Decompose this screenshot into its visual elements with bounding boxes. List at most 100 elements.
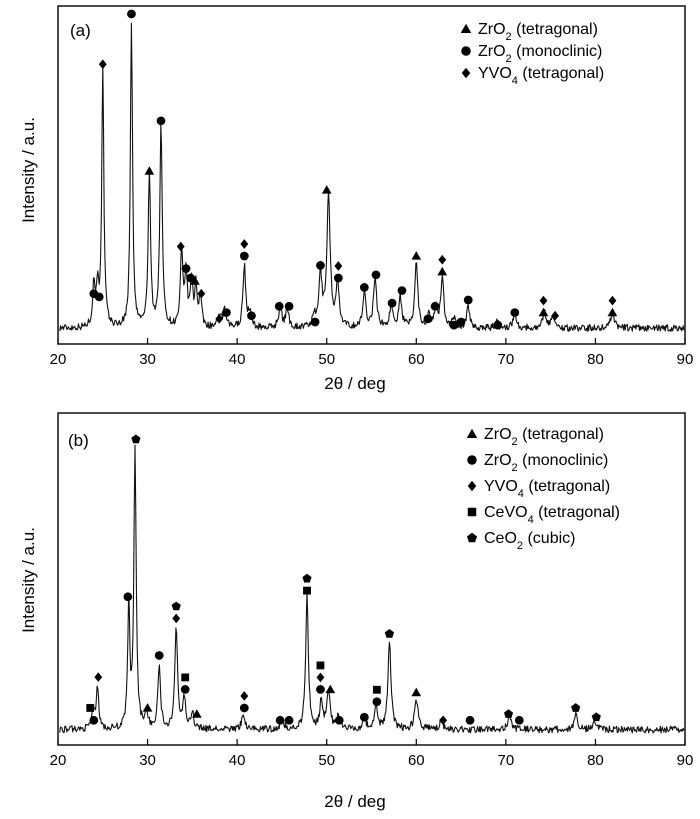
circle-marker	[247, 311, 256, 321]
x-tick-label: 50	[318, 752, 335, 769]
xrd-trace-b	[59, 444, 685, 734]
circle-marker	[359, 712, 369, 722]
x-tick-label: 70	[498, 351, 515, 368]
legend-pentagon-icon	[467, 532, 477, 543]
triangle-marker	[321, 185, 332, 194]
circle-marker	[493, 320, 503, 330]
y-axis-label-b: Intensity / a.u.	[19, 527, 38, 633]
pentagon-marker	[384, 629, 394, 638]
circle-marker	[456, 317, 466, 327]
x-tick-label: 80	[587, 351, 604, 368]
pentagon-marker	[591, 712, 601, 722]
triangle-marker	[144, 166, 155, 175]
diamond-marker	[334, 261, 343, 271]
circle-marker	[371, 270, 381, 280]
diamond-marker	[172, 613, 181, 624]
x-tick-label: 60	[408, 351, 425, 368]
legend-diamond-icon	[467, 480, 477, 492]
plot-frame-a	[57, 5, 686, 345]
circle-marker	[284, 715, 294, 725]
triangle-marker	[607, 307, 618, 317]
diamond-marker	[316, 672, 325, 683]
x-tick-label: 50	[318, 351, 335, 368]
xrd-trace-a	[59, 22, 685, 332]
y-axis-label-a: Intensity / a.u.	[19, 117, 38, 223]
legend-triangle-icon	[466, 428, 478, 438]
circle-marker	[463, 295, 473, 305]
diamond-marker	[215, 314, 224, 324]
circle-marker	[154, 651, 164, 660]
diamond-marker	[94, 672, 103, 682]
pentagon-marker	[571, 703, 581, 712]
square-marker	[86, 704, 95, 712]
peak-markers-a	[89, 9, 618, 330]
triangle-marker	[325, 684, 336, 694]
triangle-marker	[411, 251, 422, 260]
triangle-marker	[411, 687, 422, 697]
diamond-marker	[608, 295, 617, 306]
triangle-marker	[142, 703, 153, 712]
x-axis-label-b: 2θ / deg	[324, 792, 385, 811]
square-marker	[303, 586, 311, 595]
x-tick-label: 40	[229, 752, 246, 769]
legend-entry: ZrO2 (monoclinic)	[478, 43, 602, 65]
x-axis-ticks-b: 20 30 40 50 60 70 80 90	[50, 739, 694, 769]
diamond-marker	[197, 288, 206, 299]
legend-circle-icon	[467, 455, 477, 465]
diamond-marker	[551, 310, 560, 321]
circle-marker	[316, 261, 325, 270]
panel-a: (a) 2θ / deg Intensity / a.u. 20 30 40 50 60…	[19, 5, 694, 393]
legend-square-icon	[467, 507, 477, 517]
diamond-marker	[539, 295, 548, 306]
pentagon-marker	[131, 434, 141, 444]
circle-marker	[372, 697, 382, 707]
diamond-marker	[439, 715, 448, 726]
circle-marker	[334, 715, 344, 725]
x-tick-label: 60	[408, 752, 425, 769]
pentagon-marker	[504, 709, 514, 718]
triangle-marker	[538, 307, 549, 317]
x-tick-label: 20	[50, 752, 67, 769]
circle-marker	[333, 273, 343, 283]
circle-marker	[186, 273, 195, 283]
circle-marker	[239, 703, 249, 713]
legend-entry: YVO4 (tetragonal)	[484, 478, 610, 500]
diamond-marker	[176, 241, 185, 252]
circle-marker	[397, 286, 407, 295]
circle-marker	[510, 308, 520, 317]
peak-markers-b	[86, 434, 601, 726]
legend-entry: ZrO2 (monoclinic)	[484, 452, 608, 474]
x-axis-ticks-a: 20 30 40 50 60 70 80 90	[50, 338, 694, 368]
panel-label-a: (a)	[70, 21, 91, 40]
x-tick-label: 90	[677, 752, 694, 769]
legend-a: ZrO2 (tetragonal)ZrO2 (monoclinic)YVO4 (…	[460, 21, 604, 87]
legend-b: ZrO2 (tetragonal) ZrO2 (monoclinic) YVO4 (…	[466, 426, 620, 552]
circle-marker	[274, 301, 284, 311]
pentagon-marker	[302, 573, 312, 583]
pentagon-marker	[171, 601, 181, 611]
x-tick-label: 30	[139, 351, 156, 368]
circle-marker	[316, 685, 325, 694]
circle-marker	[181, 264, 191, 273]
x-tick-label: 80	[587, 752, 604, 769]
circle-marker	[310, 317, 320, 327]
x-tick-label: 70	[498, 752, 515, 769]
triangle-marker	[437, 266, 448, 276]
square-marker	[372, 685, 381, 694]
legend-diamond-icon	[461, 67, 471, 79]
circle-marker	[94, 292, 104, 302]
circle-marker	[284, 301, 294, 311]
triangle-marker	[190, 276, 200, 285]
legend-entry: CeVO4 (tetragonal)	[484, 504, 620, 526]
x-tick-label: 40	[229, 351, 246, 368]
plot-frame-b	[57, 412, 686, 746]
legend-entry: CeO2 (cubic)	[484, 530, 575, 552]
circle-marker	[514, 715, 524, 725]
circle-marker	[123, 592, 133, 602]
x-tick-label: 90	[677, 351, 694, 368]
circle-marker	[89, 715, 99, 725]
diamond-marker	[240, 239, 249, 249]
panel-b: (b) 2θ / deg Intensity / a.u. 20 30 40 50 60…	[19, 412, 694, 811]
circle-marker	[239, 251, 249, 261]
